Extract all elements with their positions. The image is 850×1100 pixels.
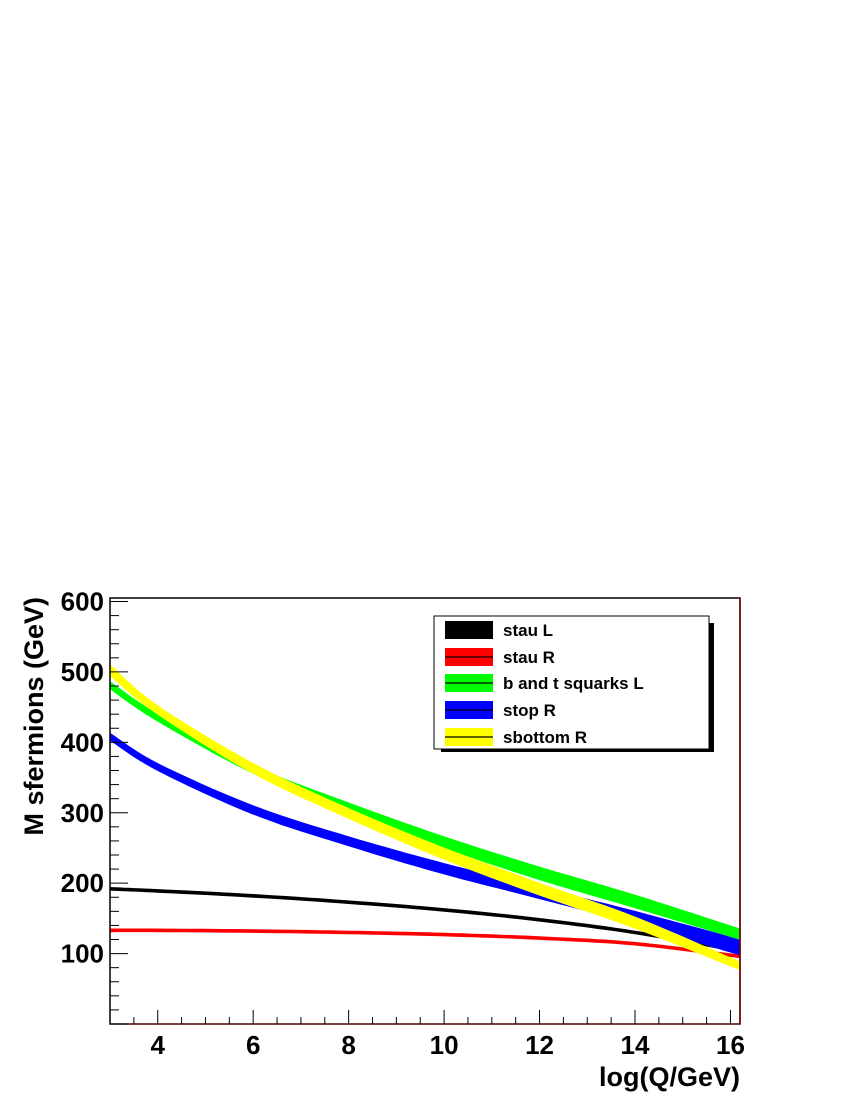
x-tick-label: 14 <box>621 1030 650 1060</box>
legend-label-stau-l: stau L <box>503 621 553 640</box>
y-axis-title: M sfermions (GeV) <box>19 597 49 836</box>
y-tick-label: 400 <box>61 727 104 757</box>
legend-swatch-stau-l <box>445 621 493 639</box>
x-tick-label: 10 <box>430 1030 459 1060</box>
legend-label-stop-r: stop R <box>503 701 556 720</box>
x-tick-label: 12 <box>525 1030 554 1060</box>
legend: stau L stau R b and t squarks L stop R sbott… <box>433 615 714 752</box>
y-tick-label: 600 <box>61 587 104 617</box>
x-tick-label: 6 <box>246 1030 260 1060</box>
x-axis-title: log(Q/GeV) <box>599 1062 740 1092</box>
x-axis-ticks: 4 6 8 10 12 14 16 <box>109 1010 745 1060</box>
y-tick-label: 100 <box>61 939 104 969</box>
y-axis-ticks: 100 200 300 400 500 600 <box>61 587 128 1025</box>
legend-label-sbottom-r: sbottom R <box>503 728 587 747</box>
y-tick-label: 200 <box>61 868 104 898</box>
x-tick-label: 8 <box>341 1030 355 1060</box>
x-tick-label: 16 <box>716 1030 745 1060</box>
y-tick-label: 300 <box>61 798 104 828</box>
legend-label-b-and-t-squarks-l: b and t squarks L <box>503 674 644 693</box>
x-tick-label: 4 <box>150 1030 165 1060</box>
legend-label-stau-r: stau R <box>503 648 555 667</box>
y-tick-label: 500 <box>61 657 104 687</box>
